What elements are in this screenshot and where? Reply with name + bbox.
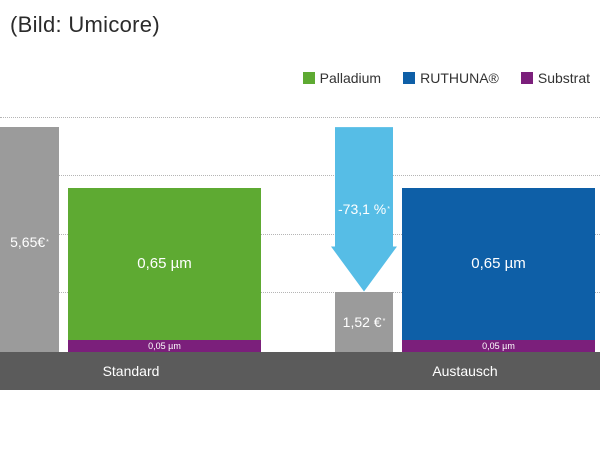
footnote-marker: * <box>387 205 390 213</box>
cost-bar-austausch <box>335 291 393 352</box>
data-label-substrat-standard: 0,05 µm <box>148 341 181 351</box>
data-label-ruthuna: 0,65 µm <box>471 255 526 273</box>
category-label-austausch: Austausch <box>432 363 498 379</box>
bar-substrat-standard <box>68 340 261 352</box>
legend-swatch-substrat <box>520 72 533 84</box>
change-value: -73,1 % <box>338 201 387 218</box>
legend-item-palladium: Palladium <box>302 70 382 86</box>
legend-label-palladium: Palladium <box>319 70 382 86</box>
reduction-arrow-shape <box>331 127 397 292</box>
bar-palladium-standard <box>68 187 261 340</box>
gridline <box>0 234 600 235</box>
category-label-standard: Standard <box>102 363 160 379</box>
legend-swatch-palladium <box>302 72 315 84</box>
bar-substrat-austausch <box>402 340 595 352</box>
footnote-marker: * <box>382 318 386 326</box>
legend-label-ruthuna: RUTHUNA® <box>420 70 499 86</box>
footnote-marker: * <box>46 238 49 246</box>
legend-swatch-ruthuna <box>403 72 416 84</box>
gridline <box>0 175 600 176</box>
cost-bar-standard <box>0 127 59 352</box>
data-label-palladium: 0,65 µm <box>137 255 192 273</box>
legend-item-substrat: Substrat <box>520 70 590 86</box>
cost-label-austausch: 1,52 € * <box>335 292 393 352</box>
legend-label-substrat: Substrat <box>537 70 590 86</box>
cost-value-standard: 5,65€ <box>10 234 46 251</box>
gridline <box>0 117 600 118</box>
chart-legend: Palladium RUTHUNA® Substrat <box>302 70 590 86</box>
cost-value-austausch: 1,52 € <box>342 313 382 330</box>
caption: (Bild: Umicore) <box>10 12 160 37</box>
bar-ruthuna-austausch <box>402 187 595 340</box>
change-label: -73,1 % * <box>335 189 393 229</box>
data-label-substrat-austausch: 0,05 µm <box>482 341 515 351</box>
legend-item-ruthuna: RUTHUNA® <box>403 70 499 86</box>
gridline <box>0 292 600 293</box>
category-axis-band <box>0 352 600 390</box>
cost-label-standard: 5,65€ * <box>0 197 59 287</box>
